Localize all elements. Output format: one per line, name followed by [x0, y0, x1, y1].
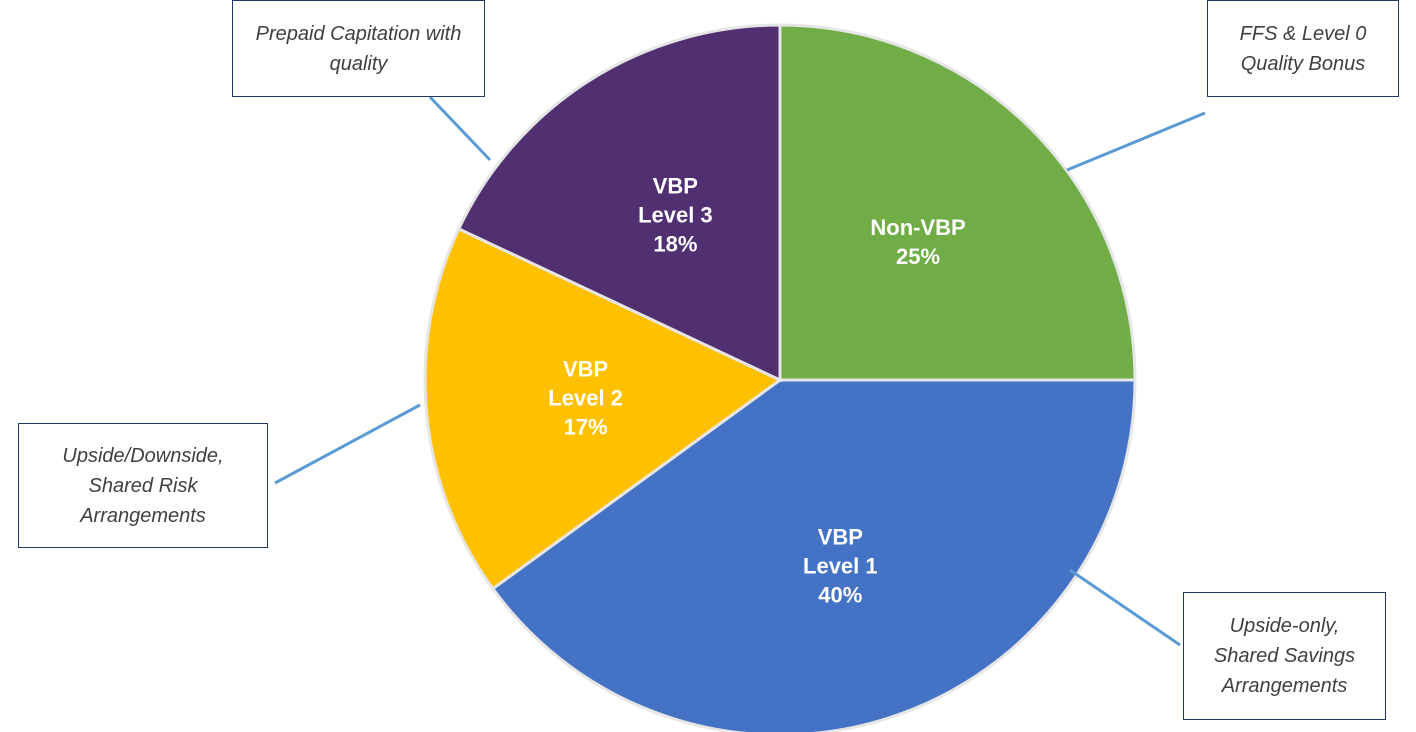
value-label: 25%: [896, 243, 941, 269]
category-label: VBP Level 3: [638, 173, 713, 228]
leader-line: [1066, 111, 1206, 172]
annotation: Prepaid Capitation with quality: [232, 0, 485, 97]
pie-slice: [456, 23, 782, 383]
category-label: VBP Level 2: [548, 356, 623, 411]
pie-slice: [423, 226, 783, 591]
leader-line: [428, 95, 492, 162]
annotation: Upside/Downside, Shared Risk Arrangement…: [18, 423, 268, 548]
category-label: Non-VBP: [870, 214, 966, 240]
value-label: 40%: [818, 582, 863, 608]
slice-label: VBP Level 1 40%: [790, 522, 890, 609]
annotation: FFS & Level 0 Quality Bonus: [1207, 0, 1399, 97]
value-label: 18%: [653, 231, 698, 257]
slice-label: VBP Level 2 17%: [536, 355, 636, 442]
leader-line: [1069, 568, 1181, 647]
slice-label: Non-VBP 25%: [868, 213, 968, 271]
annotation: Upside-only, Shared Savings Arrangements: [1183, 592, 1386, 720]
value-label: 17%: [563, 414, 608, 440]
category-label: VBP Level 1: [803, 524, 878, 579]
pie-slice: [490, 378, 1137, 732]
leader-line: [274, 403, 421, 485]
pie-slice: [778, 23, 1137, 382]
slice-label: VBP Level 3 18%: [625, 172, 725, 259]
